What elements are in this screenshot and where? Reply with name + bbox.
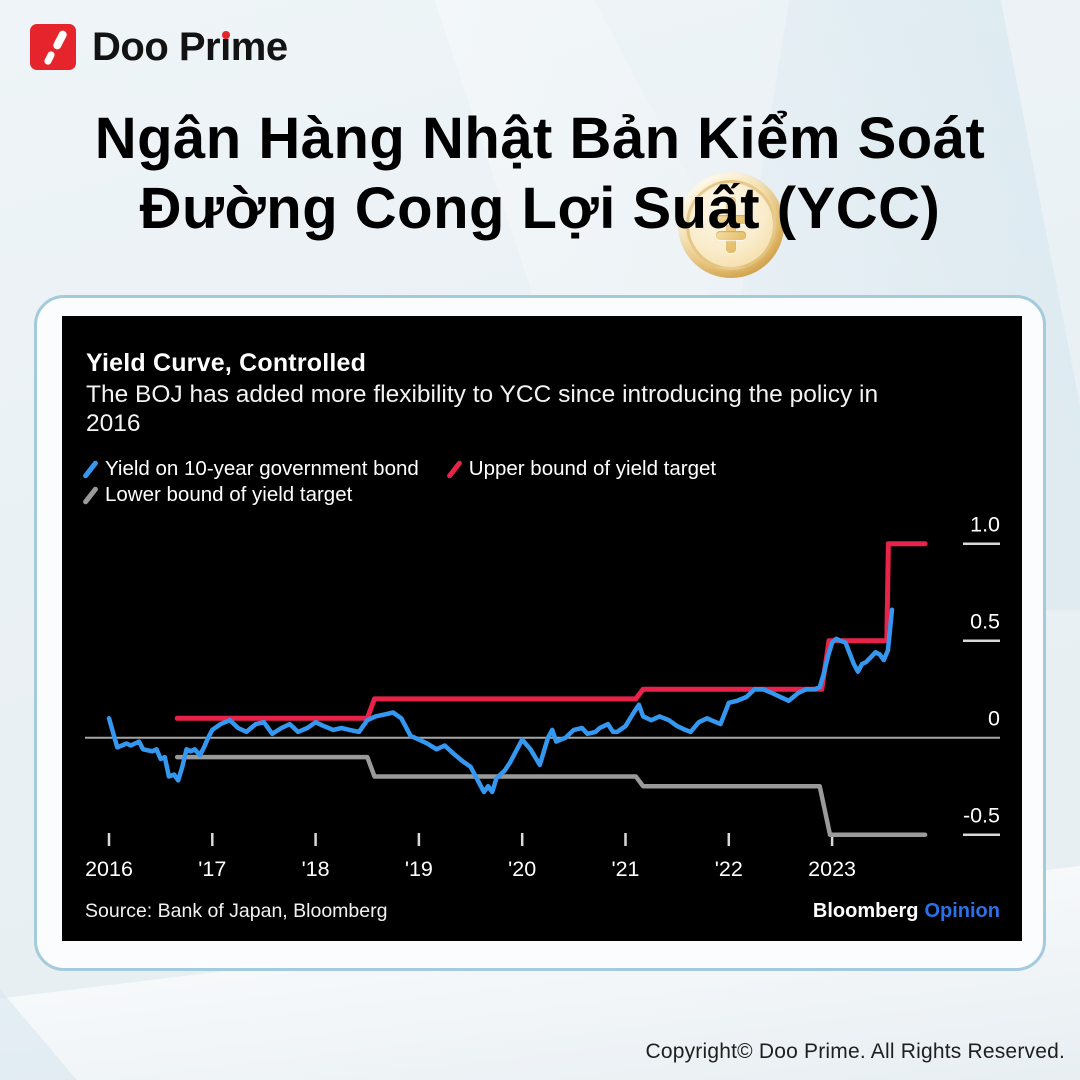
doo-prime-logo: Doo Pr ı me <box>30 24 288 70</box>
svg-text:'19: '19 <box>405 857 433 881</box>
chart-footer-row: Source: Bank of Japan, Bloomberg Bloombe… <box>85 900 1000 923</box>
doo-prime-wordmark: Doo Pr ı me <box>92 25 288 70</box>
gold-coin-icon <box>678 172 784 278</box>
chart-subtitle: The BOJ has added more flexibility to YC… <box>86 380 878 438</box>
legend-item-yield: Yield on 10-year government bond <box>82 457 419 481</box>
chart-legend: Yield on 10-year government bond Upper b… <box>82 456 744 508</box>
legend-item-lower-bound: Lower bound of yield target <box>82 483 353 507</box>
coin-yen-glyph <box>707 197 755 253</box>
legend-row: Yield on 10-year government bond Upper b… <box>82 456 744 482</box>
legend-label: Lower bound of yield target <box>105 483 353 506</box>
chart-card-frame: Yield Curve, Controlled The BOJ has adde… <box>34 295 1046 971</box>
chart-subtitle-line2: 2016 <box>86 410 141 437</box>
svg-text:2016: 2016 <box>85 857 133 881</box>
legend-row: Lower bound of yield target <box>82 482 744 508</box>
bloomberg-chart-card: Yield Curve, Controlled The BOJ has adde… <box>62 316 1022 941</box>
logo-slash-bar <box>51 29 69 51</box>
svg-text:-0.5: -0.5 <box>963 804 1000 828</box>
logo-i-dot <box>222 30 231 39</box>
wordmark-text: Doo Pr <box>92 24 221 69</box>
page-title-line2: Đường Cong Lợi Suất (YCC) <box>139 176 941 241</box>
wordmark-i: ı <box>220 24 231 69</box>
chart-source: Source: Bank of Japan, Bloomberg <box>85 900 388 922</box>
copyright-notice: Copyright© Doo Prime. All Rights Reserve… <box>645 1040 1065 1063</box>
svg-text:'21: '21 <box>611 857 639 881</box>
legend-label: Yield on 10-year government bond <box>105 457 419 480</box>
doo-prime-logo-icon <box>30 24 76 70</box>
svg-text:0: 0 <box>988 707 1000 731</box>
chart-subtitle-line1: The BOJ has added more flexibility to YC… <box>86 381 879 408</box>
bloomberg-wordmark: Bloomberg <box>812 900 919 922</box>
chart-title: Yield Curve, Controlled <box>86 349 367 377</box>
svg-text:'18: '18 <box>302 857 330 881</box>
svg-text:0.5: 0.5 <box>970 610 1000 634</box>
svg-text:2023: 2023 <box>808 857 856 881</box>
svg-text:'20: '20 <box>508 857 536 881</box>
wordmark-text: me <box>230 24 288 69</box>
svg-text:1.0: 1.0 <box>970 513 1000 537</box>
opinion-wordmark: Opinion <box>924 900 1000 922</box>
legend-item-upper-bound: Upper bound of yield target <box>445 457 717 481</box>
page-title: Ngân Hàng Nhật Bản Kiểm Soát Đường Cong … <box>0 104 1080 244</box>
svg-text:'17: '17 <box>198 857 226 881</box>
svg-text:'22: '22 <box>715 857 743 881</box>
legend-label: Upper bound of yield target <box>468 457 717 480</box>
page-title-line1: Ngân Hàng Nhật Bản Kiểm Soát <box>94 106 986 171</box>
yield-curve-plot: 1.0 0.5 0 -0.5 2016 '17 '18 '19 '20 '21 '22 2023 <box>85 513 1000 881</box>
logo-slash-bar <box>43 50 56 66</box>
bloomberg-opinion-logo: Bloomberg Opinion <box>813 900 1000 923</box>
